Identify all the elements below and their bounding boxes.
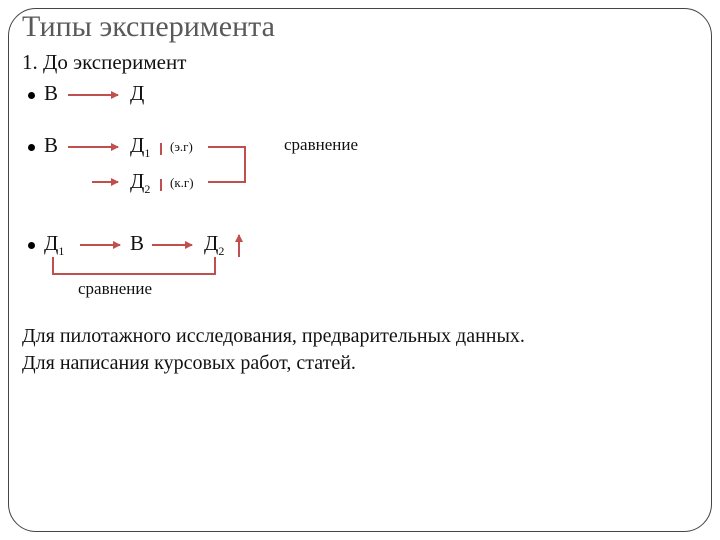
arrow-icon [80, 244, 120, 246]
footer-line-2: Для написания курсовых работ, статей. [22, 350, 698, 377]
subscript-1: 1 [58, 244, 64, 258]
paren-eg: (э.г) [170, 139, 193, 155]
bullet-icon [28, 144, 35, 151]
symbol-D2: Д2 [130, 169, 150, 197]
bracket-bottom [208, 181, 244, 183]
tick-icon [160, 179, 162, 191]
footer-line-1: Для пилотажного исследования, предварите… [22, 323, 698, 350]
symbol-V: В [44, 133, 58, 158]
symbol-D: Д [130, 81, 144, 106]
footer-text: Для пилотажного исследования, предварите… [22, 323, 698, 377]
arrow-icon [152, 244, 192, 246]
subscript-2: 2 [144, 182, 150, 196]
paren-kg: (к.г) [170, 175, 194, 191]
symbol-V: В [44, 81, 58, 106]
slide-content: Типы эксперимента 1. До эксперимент В Д … [22, 10, 698, 530]
bullet-icon [28, 242, 35, 249]
symbol-D1: Д1 [44, 231, 64, 259]
symbol-D-letter: Д [204, 231, 218, 255]
arrow-icon [68, 94, 118, 96]
arrow-icon [68, 146, 118, 148]
symbol-D2: Д2 [204, 231, 224, 259]
arrow-icon [92, 181, 118, 183]
arrow-up-icon [238, 235, 240, 257]
bracket-left [52, 257, 54, 273]
symbol-D-letter: Д [44, 231, 58, 255]
symbol-D1: Д1 [130, 133, 150, 161]
scheme-row-3: Д1 В Д2 сравнение [22, 227, 698, 307]
compare-label: сравнение [78, 279, 152, 299]
scheme-row-2: В Д1 (э.г) Д2 (к.г) сравнение [22, 129, 698, 209]
symbol-V: В [130, 231, 144, 256]
compare-label: сравнение [284, 135, 358, 155]
symbol-D-letter: Д [130, 169, 144, 193]
subscript-2: 2 [218, 244, 224, 258]
symbol-D-letter: Д [130, 133, 144, 157]
slide-title: Типы эксперимента [22, 10, 698, 44]
subscript-1: 1 [144, 146, 150, 160]
bracket-right [214, 257, 216, 273]
tick-icon [160, 143, 162, 155]
scheme-row-1: В Д [22, 77, 698, 115]
bullet-icon [28, 92, 35, 99]
bracket-side [244, 146, 246, 183]
bracket-bottom [52, 273, 216, 275]
bracket-top [208, 146, 244, 148]
slide-subhead: 1. До эксперимент [22, 50, 698, 75]
